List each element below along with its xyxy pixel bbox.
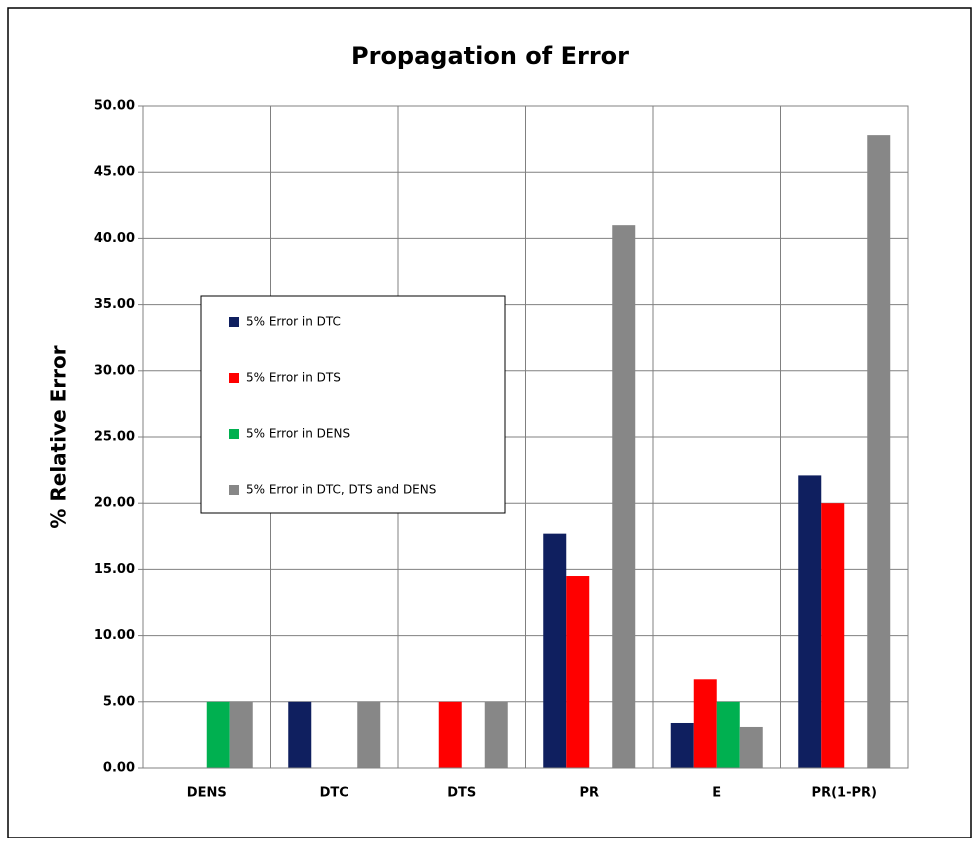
x-tick-label: E — [712, 786, 721, 801]
legend-swatch — [229, 485, 239, 495]
bar — [229, 701, 253, 768]
bar — [670, 722, 694, 768]
x-tick-label: PR(1-PR) — [812, 786, 877, 801]
bar — [798, 475, 822, 768]
bar — [484, 701, 508, 768]
y-tick-label: 50.00 — [94, 99, 135, 114]
bar — [821, 503, 845, 768]
legend-swatch — [229, 317, 239, 327]
x-tick-label: DENS — [187, 786, 227, 801]
legend: 5% Error in DTC 5% Error in DTS 5% Error i… — [200, 295, 506, 514]
bar — [867, 135, 891, 769]
y-tick-label: 5.00 — [103, 694, 135, 709]
bar — [693, 679, 717, 768]
bar — [543, 533, 567, 768]
bar — [739, 726, 763, 768]
x-tick-label: DTC — [320, 786, 349, 801]
y-tick-label: 20.00 — [94, 496, 135, 511]
legend-label: 5% Error in DTC, DTS and DENS — [246, 483, 436, 497]
legend-label: 5% Error in DTS — [246, 371, 341, 385]
bar — [716, 701, 740, 768]
legend-label: 5% Error in DENS — [246, 427, 350, 441]
y-axis-label: % Relative Error — [47, 345, 71, 528]
bar — [566, 576, 590, 768]
y-tick-label: 10.00 — [94, 628, 135, 643]
bar — [438, 701, 462, 768]
y-tick-label: 40.00 — [94, 231, 135, 246]
y-tick-label: 0.00 — [103, 761, 135, 776]
y-tick-label: 35.00 — [94, 297, 135, 312]
bar — [288, 701, 312, 768]
y-tick-label: 30.00 — [94, 363, 135, 378]
bar — [357, 701, 381, 768]
legend-box — [200, 295, 506, 514]
bars — [206, 135, 891, 769]
chart-title: Propagation of Error — [351, 42, 629, 70]
x-tick-label: PR — [579, 786, 599, 801]
bar — [612, 225, 636, 768]
plot-border — [142, 105, 909, 769]
legend-swatch — [229, 373, 239, 383]
legend-label: 5% Error in DTC — [246, 315, 341, 329]
y-tick-label: 25.00 — [94, 430, 135, 445]
y-tick-label: 15.00 — [94, 562, 135, 577]
x-tick-label: DTS — [447, 786, 476, 801]
legend-swatch — [229, 429, 239, 439]
bar — [206, 701, 230, 768]
y-tick-label: 45.00 — [94, 165, 135, 180]
